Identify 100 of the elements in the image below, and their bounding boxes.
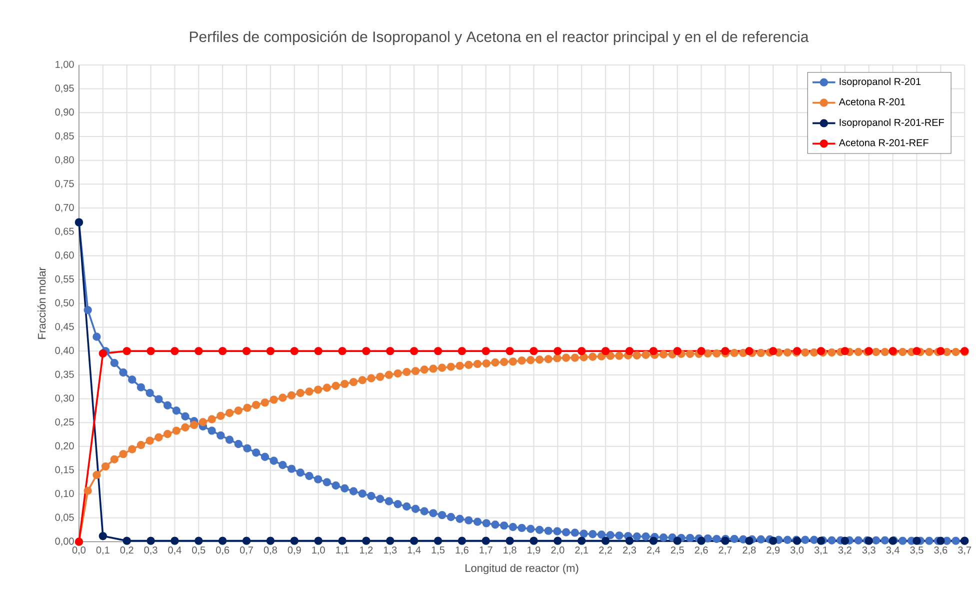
point <box>745 347 754 356</box>
x-tick-label: 3,5 <box>910 546 924 555</box>
x-tick-label: 1,8 <box>504 546 516 555</box>
point <box>98 349 108 358</box>
point <box>194 536 203 546</box>
y-tick-label: 0,85 <box>55 132 74 141</box>
y-tick-label: 0,50 <box>55 299 74 308</box>
y-tick-label: 0,60 <box>55 252 74 260</box>
point <box>362 347 370 356</box>
y-tick-label: 0,95 <box>55 84 74 94</box>
point <box>122 536 131 546</box>
y-tick-label: 0,35 <box>55 370 74 380</box>
point <box>218 347 227 356</box>
point <box>673 347 682 356</box>
point <box>601 347 610 356</box>
point <box>242 347 251 356</box>
point <box>170 347 179 356</box>
point <box>314 536 322 546</box>
point <box>98 532 108 540</box>
point <box>122 347 131 356</box>
x-tick-label: 0,3 <box>144 546 158 555</box>
y-tick-label: 0,20 <box>55 442 74 451</box>
point <box>745 536 754 546</box>
point <box>506 536 514 546</box>
x-tick-label: 0,9 <box>288 546 301 555</box>
point <box>458 536 466 546</box>
point <box>146 536 155 546</box>
point <box>266 536 275 546</box>
x-tick-label: 3,3 <box>862 546 876 555</box>
point <box>912 347 921 356</box>
x-tick-label: 3,0 <box>790 546 804 555</box>
y-tick-label: 0,80 <box>55 156 74 165</box>
point <box>673 536 682 546</box>
point <box>554 347 562 356</box>
y-tick-label: 0,45 <box>55 323 74 332</box>
x-tick-label: 0,7 <box>240 546 253 555</box>
y-tick-label: 0,15 <box>55 466 74 475</box>
x-tick-label: 2,1 <box>575 546 588 555</box>
point <box>769 347 778 356</box>
y-tick-label: 0,05 <box>55 514 74 522</box>
x-tick-label: 1,3 <box>384 546 397 555</box>
y-tick-label: 0,30 <box>55 394 74 403</box>
chart-title: Perfiles de composición de Isopropanol y Acetona en el reactor principal y en el de referencia <box>190 31 809 46</box>
point <box>410 347 418 356</box>
x-tick-label: 2,5 <box>670 546 684 555</box>
y-tick-label: 0,90 <box>55 108 74 117</box>
x-tick-label: 1,5 <box>432 546 445 555</box>
x-tick-label: 2,9 <box>766 546 780 555</box>
point <box>578 347 586 356</box>
x-tick-label: 0,6 <box>216 546 230 555</box>
point <box>697 536 706 546</box>
point <box>530 347 538 356</box>
point <box>386 347 394 356</box>
x-tick-label: 2,4 <box>646 546 660 555</box>
x-tick-label: 0,4 <box>168 546 182 555</box>
x-tick-label: 3,2 <box>838 546 852 555</box>
point <box>840 347 850 356</box>
x-tick-label: 2,0 <box>551 546 564 555</box>
point <box>649 347 658 356</box>
x-axis-title: Longitud de reactor (m) <box>466 564 578 574</box>
point <box>314 347 322 356</box>
point <box>625 536 634 546</box>
legend-label: Isopropanol R-201-REF <box>840 118 944 128</box>
x-tick-label: 1,1 <box>336 546 349 555</box>
x-tick-label: 3,7 <box>958 546 972 555</box>
point <box>338 536 346 546</box>
y-tick-label: 1,00 <box>56 60 74 70</box>
point <box>194 347 203 356</box>
point <box>290 347 298 356</box>
x-tick-label: 1,6 <box>456 546 468 555</box>
y-tick-label: 0,65 <box>55 228 74 236</box>
point <box>912 536 921 546</box>
legend-label: Isopropanol R-201 <box>840 78 921 88</box>
x-tick-label: 2,6 <box>694 546 708 555</box>
point <box>338 347 346 356</box>
y-tick-label: 0,55 <box>55 276 74 284</box>
legend-label: Acetona R-201 <box>838 98 906 106</box>
point <box>601 536 610 546</box>
point <box>578 536 586 546</box>
point <box>625 347 634 356</box>
y-tick-label: 0,10 <box>55 490 74 498</box>
y-tick-label: 0,25 <box>55 418 74 427</box>
point <box>410 536 418 546</box>
point <box>936 536 945 546</box>
y-tick-label: 0,00 <box>55 538 74 546</box>
legend-label: Acetona R-201-REF <box>838 139 928 146</box>
x-tick-label: 0,5 <box>192 546 206 555</box>
x-tick-label: 0,8 <box>264 546 277 555</box>
x-tick-label: 0,0 <box>72 546 86 555</box>
y-tick-label: 0,75 <box>55 180 74 188</box>
y-axis-title: Fracción molar <box>37 267 46 339</box>
x-tick-label: 2,7 <box>718 546 732 555</box>
point <box>649 536 658 546</box>
point <box>362 536 370 546</box>
point <box>721 347 730 356</box>
point <box>554 536 562 546</box>
x-tick-label: 0,1 <box>96 546 110 555</box>
x-tick-label: 2,2 <box>599 546 612 555</box>
x-tick-label: 3,4 <box>886 546 900 555</box>
x-tick-label: 0,2 <box>120 546 134 555</box>
